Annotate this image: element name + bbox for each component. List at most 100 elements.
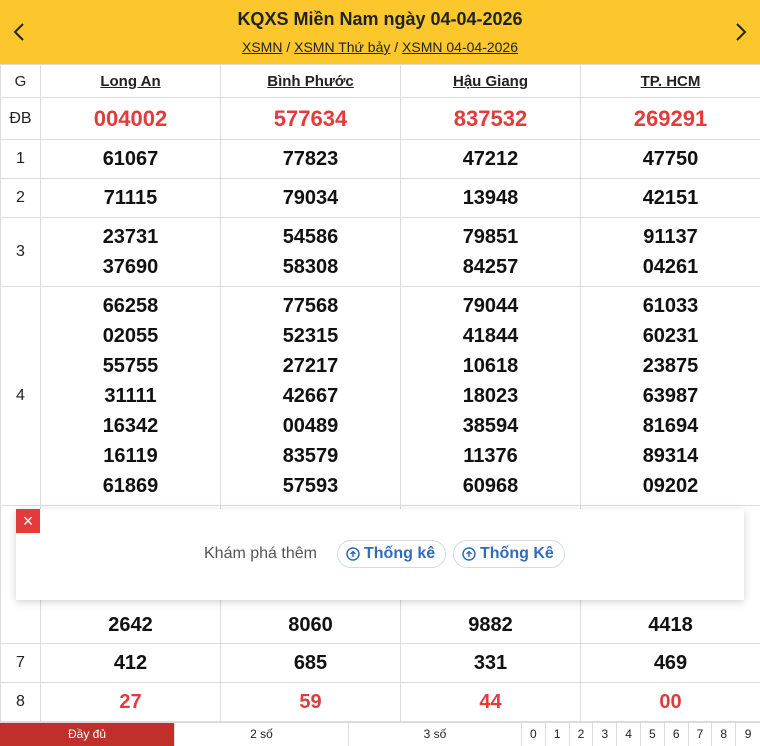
province-link[interactable]: TP. HCM (640, 72, 701, 90)
result-cell: 00 (580, 682, 760, 722)
result-number: 52315 (282, 325, 339, 347)
digit-filter-2[interactable]: 2 (570, 723, 594, 746)
result-number: 59 (299, 691, 322, 713)
result-cell: 59 (220, 682, 401, 722)
result-number: 83579 (282, 445, 339, 467)
province-header: Bình Phước (220, 64, 401, 98)
thong-ke-label: Thống Kê (480, 545, 554, 562)
tab-2-so[interactable]: 2 số (175, 723, 349, 746)
digit-filter-8[interactable]: 8 (712, 723, 737, 746)
result-number: 77823 (282, 148, 339, 170)
result-number: 79044 (462, 295, 519, 317)
result-number: 71115 (103, 187, 158, 209)
result-number: 09202 (642, 475, 699, 497)
prize-row: 8 27 59 44 00 (0, 682, 760, 722)
prize-row: 4 66258 02055 55755 31111 16342 16119 61869 7756… (0, 286, 760, 506)
result-number: 04261 (642, 256, 699, 278)
province-link[interactable]: Long An (100, 72, 161, 90)
result-number: 31111 (104, 385, 157, 407)
breadcrumb: XSMN / XSMN Thứ bảy / XSMN 04-04-2026 (0, 39, 760, 55)
result-number: 412 (113, 652, 148, 674)
result-cell: 77568 52315 27217 42667 00489 83579 57593 (220, 286, 401, 506)
breadcrumb-separator: / (394, 39, 399, 55)
result-number: 79034 (282, 187, 339, 209)
result-number: 13948 (462, 187, 519, 209)
result-cell: 47212 (400, 139, 581, 179)
result-number: 66258 (102, 295, 159, 317)
tab-day-du[interactable]: Đầy đủ (0, 723, 175, 746)
result-number: 61869 (102, 475, 159, 497)
result-number: 469 (653, 652, 688, 674)
province-header: Hậu Giang (400, 64, 581, 98)
result-cell: 77823 (220, 139, 401, 179)
page-header: KQXS Miền Nam ngày 04-04-2026 XSMN / XSM… (0, 0, 760, 64)
result-number: 269291 (633, 105, 708, 131)
prize-label: 7 (0, 643, 41, 683)
result-number: 837532 (453, 105, 528, 131)
result-number: 577634 (273, 105, 348, 131)
result-number: 685 (293, 652, 328, 674)
result-number: 8060 (288, 614, 333, 636)
result-number: 00 (659, 691, 682, 713)
digit-filter-bar: Đầy đủ 2 số 3 số 0 1 2 3 4 5 6 7 8 9 (0, 722, 760, 746)
results-table: G Long An Bình Phước Hậu Giang TP. HCM Đ… (0, 64, 760, 722)
prize-label: 2 (0, 178, 41, 218)
result-number: 004002 (93, 105, 168, 131)
chevron-right-icon[interactable] (730, 20, 752, 44)
breadcrumb-xsmn[interactable]: XSMN (241, 39, 283, 55)
digit-filter-3[interactable]: 3 (593, 723, 618, 746)
result-cell: 71115 (40, 178, 221, 218)
result-number: 54586 (282, 226, 339, 248)
result-cell: 27 (40, 682, 221, 722)
thong-ke-button[interactable]: Thống kê (337, 540, 447, 568)
result-cell: 23731 37690 (40, 217, 221, 287)
result-number: 00489 (282, 415, 339, 437)
result-number: 42667 (282, 385, 339, 407)
digit-filter-6[interactable]: 6 (665, 723, 689, 746)
result-number: 2642 (108, 614, 153, 636)
result-number: 38594 (462, 415, 519, 437)
prize-label: 4 (0, 286, 41, 506)
result-cell: 61067 (40, 139, 221, 179)
result-cell: 269291 (580, 97, 760, 140)
prize-row: 7 412 685 331 469 (0, 643, 760, 683)
chevron-left-icon[interactable] (8, 20, 30, 44)
province-link[interactable]: Bình Phước (267, 72, 354, 90)
result-cell: 13948 (400, 178, 581, 218)
result-cell: 44 (400, 682, 581, 722)
province-header: TP. HCM (580, 64, 760, 98)
result-number: 9882 (468, 614, 513, 636)
breadcrumb-xsmn-date[interactable]: XSMN 04-04-2026 (402, 39, 518, 55)
province-link[interactable]: Hậu Giang (452, 72, 528, 90)
result-cell: 66258 02055 55755 31111 16342 16119 61869 (40, 286, 221, 506)
close-button[interactable]: × (16, 509, 40, 533)
page-title: KQXS Miền Nam ngày 04-04-2026 (237, 9, 523, 29)
arrow-up-circle-icon (346, 547, 360, 561)
digit-filter-5[interactable]: 5 (641, 723, 665, 746)
table-header-row: G Long An Bình Phước Hậu Giang TP. HCM (0, 64, 760, 98)
result-cell: 837532 (400, 97, 581, 140)
result-number: 37690 (102, 256, 159, 278)
result-number: 58308 (282, 256, 339, 278)
tab-3-so[interactable]: 3 số (349, 723, 522, 746)
thong-ke-button-2[interactable]: Thống Kê (453, 540, 565, 568)
result-number: 47212 (462, 148, 519, 170)
digit-filter-4[interactable]: 4 (617, 723, 641, 746)
breadcrumb-xsmn-thu-bay[interactable]: XSMN Thứ bảy (294, 39, 391, 55)
result-number: 23731 (102, 226, 159, 248)
result-cell: 004002 (40, 97, 221, 140)
result-number: 47750 (642, 148, 699, 170)
result-number: 4418 (648, 614, 693, 636)
result-number: 10618 (462, 355, 519, 377)
result-number: 02055 (102, 325, 159, 347)
digit-filter-7[interactable]: 7 (689, 723, 713, 746)
result-number: 63987 (642, 385, 699, 407)
result-number: 44 (479, 691, 502, 713)
thong-ke-label: Thống kê (364, 545, 436, 562)
result-number: 42151 (642, 187, 699, 209)
province-header: Long An (40, 64, 221, 98)
digit-filter-9[interactable]: 9 (744, 727, 752, 741)
digit-filter-1[interactable]: 1 (546, 723, 570, 746)
digit-filter-0[interactable]: 0 (522, 723, 546, 746)
result-number: 23875 (642, 355, 699, 377)
